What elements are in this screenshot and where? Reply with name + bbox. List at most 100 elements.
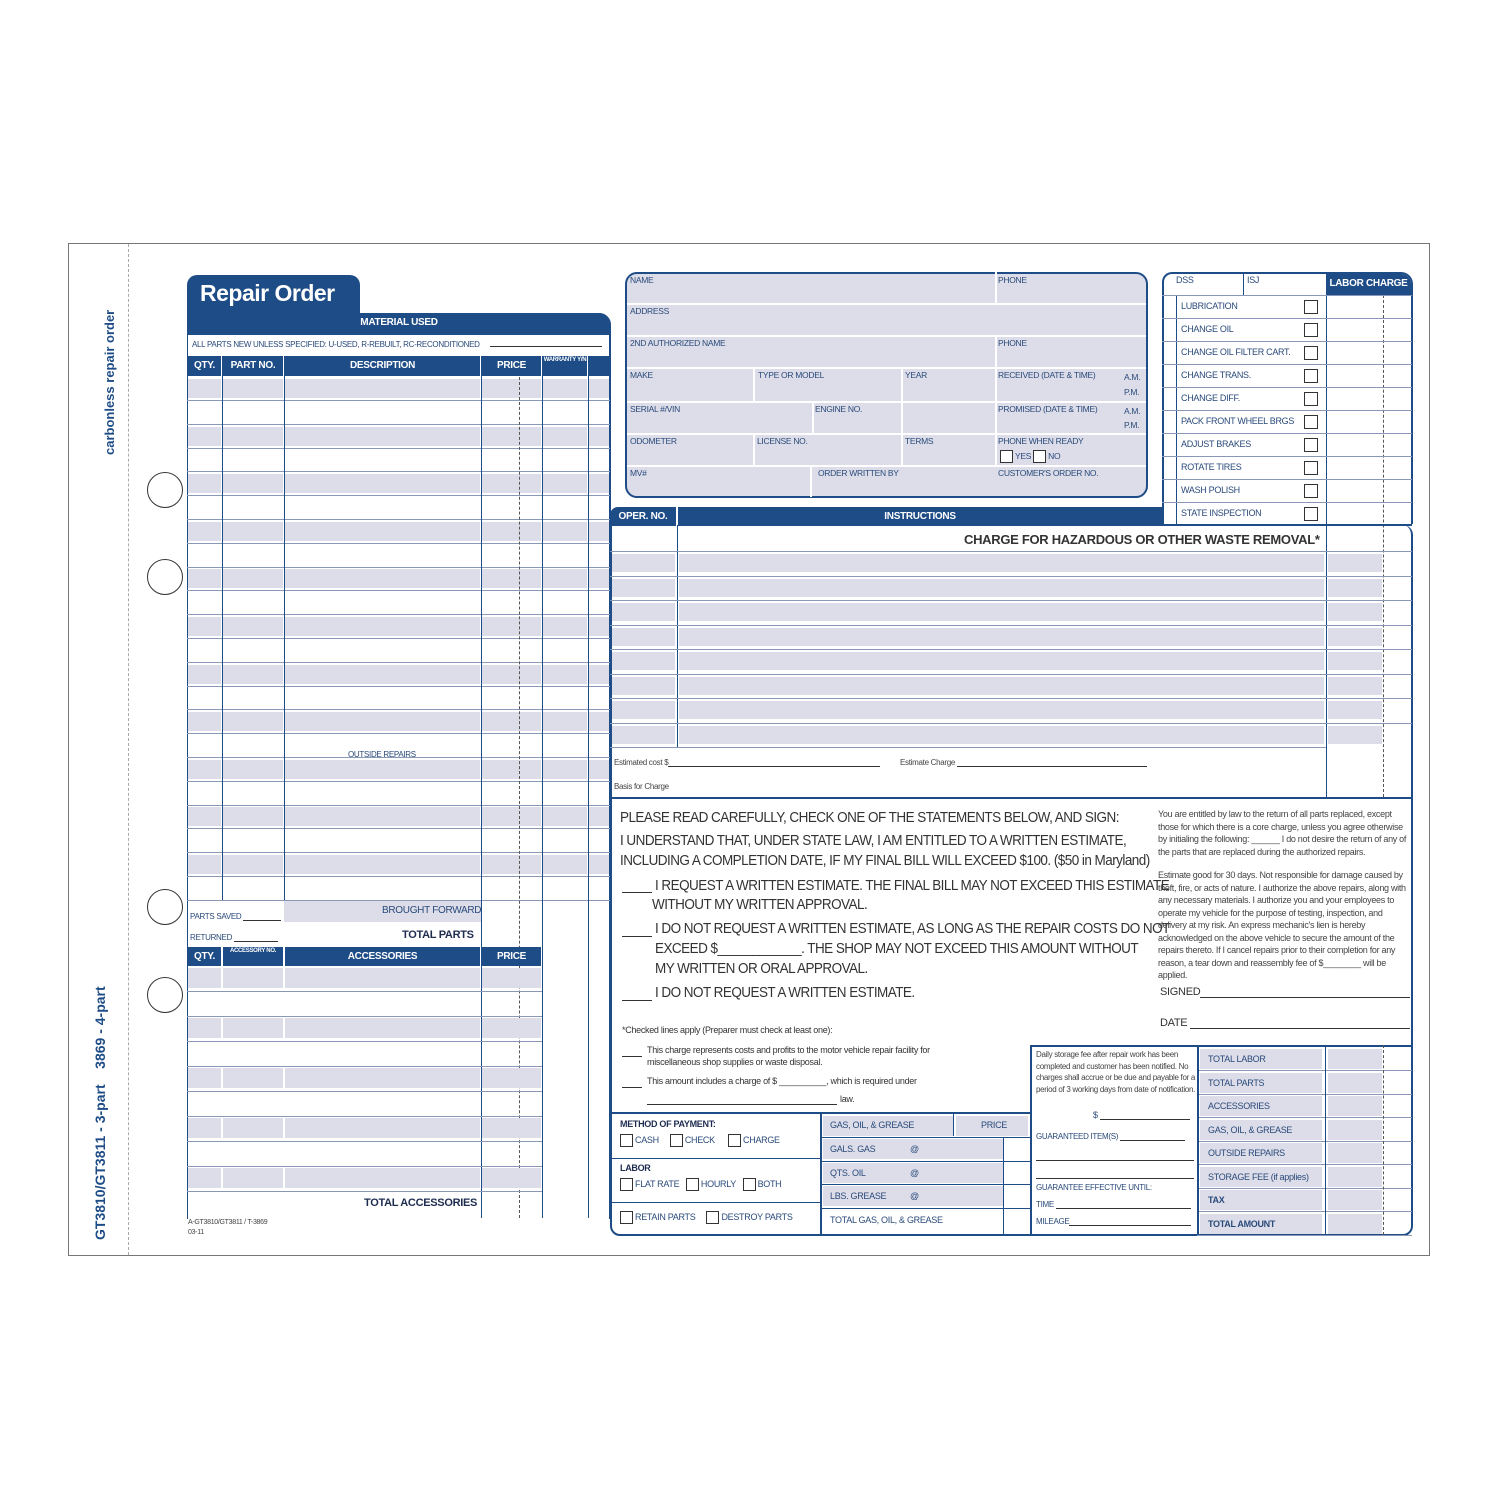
accessory-row[interactable] — [187, 1116, 542, 1117]
service-checkbox[interactable] — [1304, 369, 1318, 383]
customer-field-pm2[interactable]: P.M. — [1124, 420, 1140, 430]
material-row[interactable] — [187, 638, 610, 639]
accessory-row[interactable] — [187, 1016, 542, 1017]
customer-field-phone2[interactable]: PHONE — [998, 338, 1027, 348]
material-row[interactable] — [187, 614, 610, 616]
customer-field-mv[interactable]: MV# — [630, 468, 647, 478]
yes-checkbox[interactable] — [1000, 450, 1013, 463]
time-line[interactable] — [1055, 1208, 1191, 1209]
service-checkbox[interactable] — [1304, 484, 1318, 498]
charge-checkbox[interactable]: CHARGE — [728, 1134, 780, 1147]
total-row[interactable] — [1197, 1093, 1412, 1095]
service-checkbox[interactable] — [1304, 415, 1318, 429]
service-checkbox[interactable] — [1304, 507, 1318, 521]
mileage-line[interactable] — [1069, 1225, 1192, 1226]
total-row[interactable] — [1197, 1117, 1412, 1118]
accessory-row[interactable] — [187, 1066, 542, 1067]
customer-field-pm[interactable]: P.M. — [1124, 387, 1140, 397]
storage-fee-line[interactable] — [1099, 1119, 1190, 1120]
customer-field-serial[interactable]: SERIAL #/VIN — [630, 404, 680, 414]
date-line[interactable] — [1190, 1028, 1411, 1029]
total-row[interactable] — [1197, 1234, 1412, 1236]
accessory-row[interactable] — [187, 1191, 542, 1192]
customer-field-written_by[interactable]: ORDER WRITTEN BY — [818, 468, 899, 478]
total-row[interactable] — [1197, 1164, 1412, 1165]
material-row[interactable] — [187, 519, 610, 520]
material-row[interactable] — [187, 542, 610, 544]
instruction-row[interactable] — [610, 698, 1412, 699]
cash-checkbox[interactable]: CASH — [620, 1134, 659, 1147]
instruction-row[interactable] — [610, 575, 1412, 577]
service-checkbox[interactable] — [1304, 346, 1318, 360]
material-row[interactable] — [187, 685, 610, 687]
accessory-row[interactable] — [187, 1091, 542, 1092]
customer-field-phone[interactable]: PHONE — [998, 275, 1027, 285]
destroy-parts-checkbox[interactable]: DESTROY PARTS — [706, 1211, 793, 1224]
material-row[interactable] — [187, 804, 610, 806]
customer-field-terms[interactable]: TERMS — [905, 436, 934, 446]
no-checkbox[interactable] — [1033, 450, 1047, 463]
accessory-row[interactable] — [187, 1166, 542, 1167]
customer-field-odometer[interactable]: ODOMETER — [630, 436, 677, 446]
customer-field-license[interactable]: LICENSE NO. — [757, 436, 808, 446]
instruction-row[interactable] — [610, 649, 1412, 650]
law-line[interactable] — [647, 1094, 837, 1105]
service-checkbox[interactable] — [1304, 461, 1318, 475]
total-row[interactable] — [1197, 1140, 1412, 1142]
hourly-checkbox[interactable]: HOURLY — [685, 1178, 736, 1191]
material-row[interactable] — [187, 709, 610, 711]
material-row[interactable] — [187, 495, 610, 497]
estimated-cost-line[interactable] — [668, 766, 881, 767]
material-row[interactable] — [187, 471, 610, 473]
instruction-row[interactable] — [610, 600, 1412, 601]
material-row[interactable] — [187, 566, 610, 568]
material-row[interactable] — [187, 733, 610, 735]
service-checkbox[interactable] — [1304, 438, 1318, 452]
customer-field-cust_order[interactable]: CUSTOMER'S ORDER NO. — [998, 468, 1099, 478]
material-row[interactable] — [187, 852, 610, 854]
gas-row[interactable] — [820, 1184, 1030, 1185]
customer-field-year[interactable]: YEAR — [905, 370, 927, 380]
material-row[interactable] — [187, 400, 610, 401]
instruction-row[interactable] — [610, 551, 1412, 552]
total-row[interactable] — [1197, 1187, 1412, 1189]
option-1-line[interactable] — [622, 879, 652, 893]
material-row[interactable] — [187, 423, 610, 425]
instruction-row[interactable] — [610, 624, 1412, 626]
retain-parts-checkbox[interactable]: RETAIN PARTS — [620, 1211, 696, 1224]
charge-check-line-1[interactable] — [622, 1044, 642, 1057]
instruction-row[interactable] — [610, 722, 1412, 724]
material-row[interactable] — [187, 447, 610, 449]
customer-field-address[interactable]: ADDRESS — [630, 306, 669, 316]
option-2-line[interactable] — [622, 923, 652, 937]
material-row[interactable] — [187, 757, 610, 758]
customer-field-engine[interactable]: ENGINE NO. — [815, 404, 863, 414]
material-row[interactable] — [187, 780, 610, 782]
gas-total-row[interactable] — [820, 1208, 1030, 1209]
total-row[interactable] — [1197, 1070, 1412, 1071]
accessory-row[interactable] — [187, 1141, 542, 1142]
material-row[interactable] — [187, 828, 610, 830]
material-row[interactable] — [187, 899, 610, 901]
service-checkbox[interactable] — [1304, 323, 1318, 337]
returned-line[interactable] — [233, 941, 278, 942]
charge-check-line-2[interactable] — [622, 1075, 642, 1088]
customer-field-am[interactable]: A.M. — [1124, 372, 1141, 382]
check-checkbox[interactable]: CHECK — [669, 1134, 715, 1147]
estimate-charge-line[interactable] — [957, 766, 1148, 767]
option-3-line[interactable] — [622, 987, 652, 1001]
instruction-row[interactable] — [610, 673, 1412, 675]
material-row[interactable] — [187, 876, 610, 877]
service-checkbox[interactable] — [1304, 300, 1318, 314]
both-checkbox[interactable]: BOTH — [742, 1178, 782, 1191]
customer-field-auth[interactable]: 2ND AUTHORIZED NAME — [630, 338, 726, 348]
customer-field-received[interactable]: RECEIVED (DATE & TIME) — [998, 370, 1096, 380]
flat-rate-checkbox[interactable]: FLAT RATE — [620, 1178, 680, 1191]
customer-field-am2[interactable]: A.M. — [1124, 406, 1141, 416]
material-row[interactable] — [187, 661, 610, 663]
gas-row[interactable] — [820, 1160, 1030, 1162]
service-checkbox[interactable] — [1304, 392, 1318, 406]
customer-field-phone_ready[interactable]: PHONE WHEN READY — [998, 436, 1084, 446]
customer-field-make[interactable]: MAKE — [630, 370, 653, 380]
signed-line[interactable] — [1200, 997, 1411, 998]
